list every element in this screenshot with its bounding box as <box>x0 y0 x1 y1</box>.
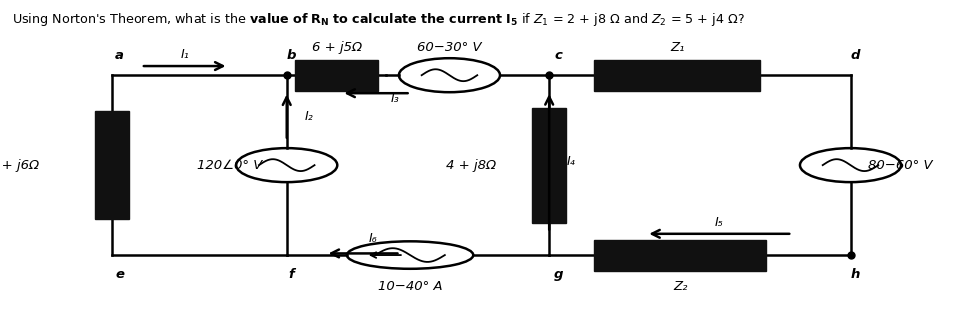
Text: e: e <box>115 268 124 281</box>
Text: I₄: I₄ <box>567 155 575 168</box>
Text: I₅: I₅ <box>714 216 724 229</box>
Bar <box>533 108 566 223</box>
Bar <box>95 111 128 219</box>
Bar <box>594 239 766 271</box>
Text: g: g <box>554 268 564 281</box>
Text: 80−60° V: 80−60° V <box>868 159 932 172</box>
Text: I₃: I₃ <box>391 92 399 105</box>
Text: 120∠0° V: 120∠0° V <box>197 159 262 172</box>
Text: Z₂: Z₂ <box>673 280 687 293</box>
Text: 4 + j8Ω: 4 + j8Ω <box>445 159 496 172</box>
Bar <box>295 60 378 91</box>
Text: h: h <box>850 268 860 281</box>
Text: I₁: I₁ <box>180 48 190 61</box>
Text: b: b <box>287 49 296 62</box>
Text: 6 + j5Ω: 6 + j5Ω <box>312 41 362 54</box>
Text: 10−40° A: 10−40° A <box>378 280 442 293</box>
Text: f: f <box>289 268 295 281</box>
Text: 3 + j6Ω: 3 + j6Ω <box>0 159 39 172</box>
Text: I₆: I₆ <box>368 232 377 245</box>
Text: Using Norton's Theorem, what is the $\mathbf{value\ of\ R_N}$ $\mathbf{to\ calcu: Using Norton's Theorem, what is the $\ma… <box>12 11 745 28</box>
Text: c: c <box>555 49 563 62</box>
Text: I₂: I₂ <box>304 110 313 123</box>
Text: d: d <box>850 49 860 62</box>
Text: Z₁: Z₁ <box>670 41 684 54</box>
Text: 60−30° V: 60−30° V <box>417 41 482 54</box>
Bar <box>594 60 760 91</box>
Text: a: a <box>115 49 124 62</box>
